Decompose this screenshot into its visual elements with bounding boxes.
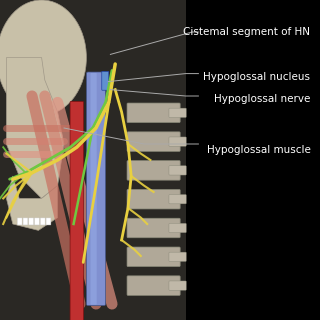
Text: Hypoglossal nerve: Hypoglossal nerve <box>214 94 310 104</box>
FancyBboxPatch shape <box>169 166 186 175</box>
Text: Cistemal segment of HN: Cistemal segment of HN <box>183 27 310 37</box>
FancyBboxPatch shape <box>127 276 180 295</box>
FancyBboxPatch shape <box>0 0 186 320</box>
Text: Hypoglossal nucleus: Hypoglossal nucleus <box>204 72 310 82</box>
FancyBboxPatch shape <box>102 71 109 90</box>
FancyBboxPatch shape <box>127 161 180 180</box>
FancyBboxPatch shape <box>35 218 39 225</box>
FancyBboxPatch shape <box>40 218 45 225</box>
FancyBboxPatch shape <box>23 218 28 225</box>
Polygon shape <box>6 176 58 230</box>
FancyBboxPatch shape <box>17 218 22 225</box>
FancyBboxPatch shape <box>70 101 84 320</box>
FancyBboxPatch shape <box>127 247 180 267</box>
FancyBboxPatch shape <box>86 72 106 306</box>
FancyBboxPatch shape <box>169 252 186 261</box>
Ellipse shape <box>0 0 86 115</box>
FancyBboxPatch shape <box>169 195 186 204</box>
FancyBboxPatch shape <box>169 108 186 117</box>
FancyBboxPatch shape <box>127 103 180 123</box>
FancyBboxPatch shape <box>169 281 186 290</box>
FancyBboxPatch shape <box>127 218 180 238</box>
Text: Hypoglossal muscle: Hypoglossal muscle <box>206 145 310 156</box>
FancyBboxPatch shape <box>29 218 34 225</box>
FancyBboxPatch shape <box>91 73 97 305</box>
FancyBboxPatch shape <box>127 132 180 151</box>
FancyBboxPatch shape <box>169 223 186 233</box>
Polygon shape <box>6 58 64 198</box>
FancyBboxPatch shape <box>127 189 180 209</box>
FancyBboxPatch shape <box>46 218 51 225</box>
FancyBboxPatch shape <box>169 137 186 146</box>
